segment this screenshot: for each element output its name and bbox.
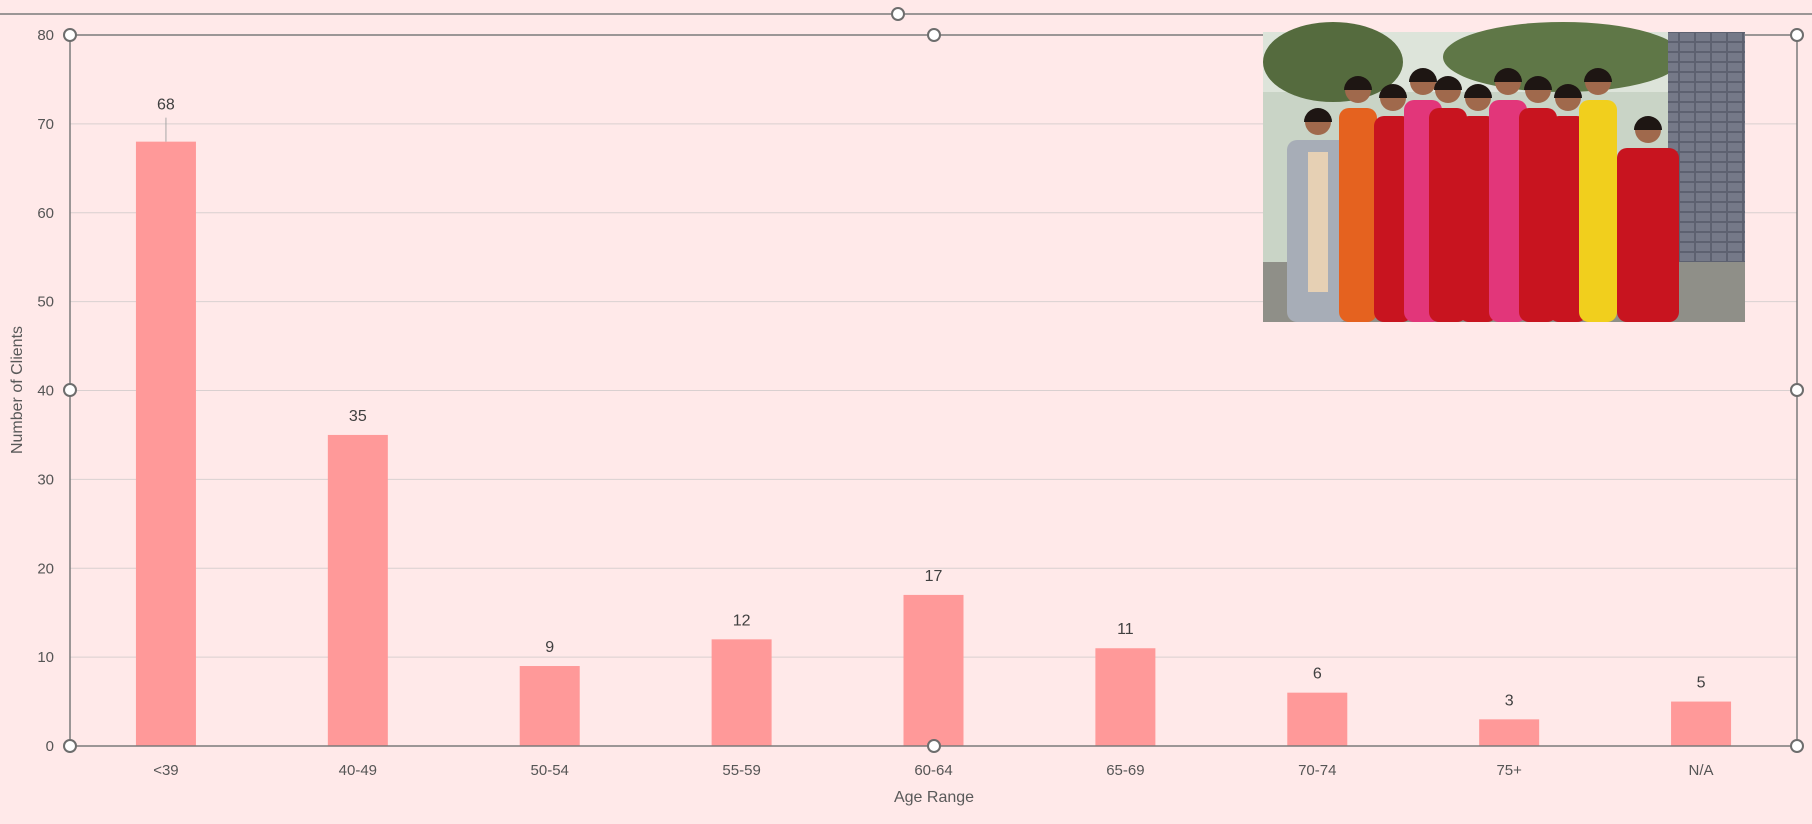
y-axis-title: Number of Clients [9,326,26,454]
person [1339,108,1377,322]
x-tick-label: 65-69 [1106,762,1144,779]
resize-handle-left[interactable] [63,383,77,397]
x-tick-label: 75+ [1496,762,1522,779]
bar[interactable] [1671,701,1732,746]
y-tick-label: 20 [37,560,54,577]
hair [1379,84,1407,98]
y-tick-label: 0 [46,738,54,755]
group-photo-icon[interactable] [1263,22,1745,322]
x-axis-ticks: <39 40-49 50-54 55-59 60-64 65-69 70-74 75+ N/A [153,762,1713,779]
x-tick-label: 50-54 [531,762,569,779]
rotate-handle[interactable] [891,7,905,21]
resize-handle-top-right[interactable] [1790,28,1804,42]
data-label: 6 [1313,666,1322,683]
bar[interactable] [1479,719,1540,746]
resize-handle-bottom[interactable] [927,739,941,753]
bars [135,141,1732,746]
data-label: 3 [1505,692,1514,709]
person [1489,100,1527,322]
data-label: 68 [157,97,175,114]
data-label: 12 [733,612,751,629]
x-tick-label: 60-64 [914,762,952,779]
bar[interactable] [1095,648,1156,746]
hair [1494,68,1522,82]
y-tick-label: 10 [37,649,54,666]
hair [1344,76,1372,90]
hair [1524,76,1552,90]
data-label: 5 [1697,675,1706,692]
y-axis-ticks: 0 10 20 30 40 50 60 70 80 [37,27,54,755]
y-tick-label: 40 [37,383,54,400]
hair [1554,84,1582,98]
bar[interactable] [903,594,964,746]
data-label: 35 [349,408,367,425]
y-tick-label: 50 [37,294,54,311]
y-tick-label: 60 [37,205,54,222]
resize-handle-top[interactable] [927,28,941,42]
y-tick-label: 30 [37,471,54,488]
hair [1434,76,1462,90]
x-axis-title: Age Range [894,789,974,806]
hair [1304,108,1332,122]
data-label: 11 [1117,621,1134,638]
y-tick-label: 80 [37,27,54,44]
bar[interactable] [327,434,388,746]
data-label: 17 [925,568,943,585]
resize-handle-bottom-right[interactable] [1790,739,1804,753]
hair [1634,116,1662,130]
hair [1464,84,1492,98]
bar[interactable] [711,639,772,746]
person [1617,148,1679,322]
data-label: 9 [545,639,554,656]
bar[interactable] [1287,692,1348,746]
hair [1584,68,1612,82]
person [1579,100,1617,322]
x-tick-label: 55-59 [722,762,760,779]
hair [1409,68,1437,82]
y-tick-label: 70 [37,116,54,133]
x-tick-label: N/A [1689,762,1714,779]
bar[interactable] [519,666,580,746]
person [1459,116,1497,322]
x-tick-label: <39 [153,762,178,779]
bar[interactable] [135,141,196,746]
resize-handle-right[interactable] [1790,383,1804,397]
resize-handle-bottom-left[interactable] [63,739,77,753]
selection-handles[interactable] [63,7,1804,753]
scarf [1308,152,1328,292]
x-tick-label: 70-74 [1298,762,1336,779]
person [1374,116,1412,322]
person [1519,108,1557,322]
x-tick-label: 40-49 [339,762,377,779]
person [1549,116,1587,322]
person [1429,108,1467,322]
resize-handle-top-left[interactable] [63,28,77,42]
